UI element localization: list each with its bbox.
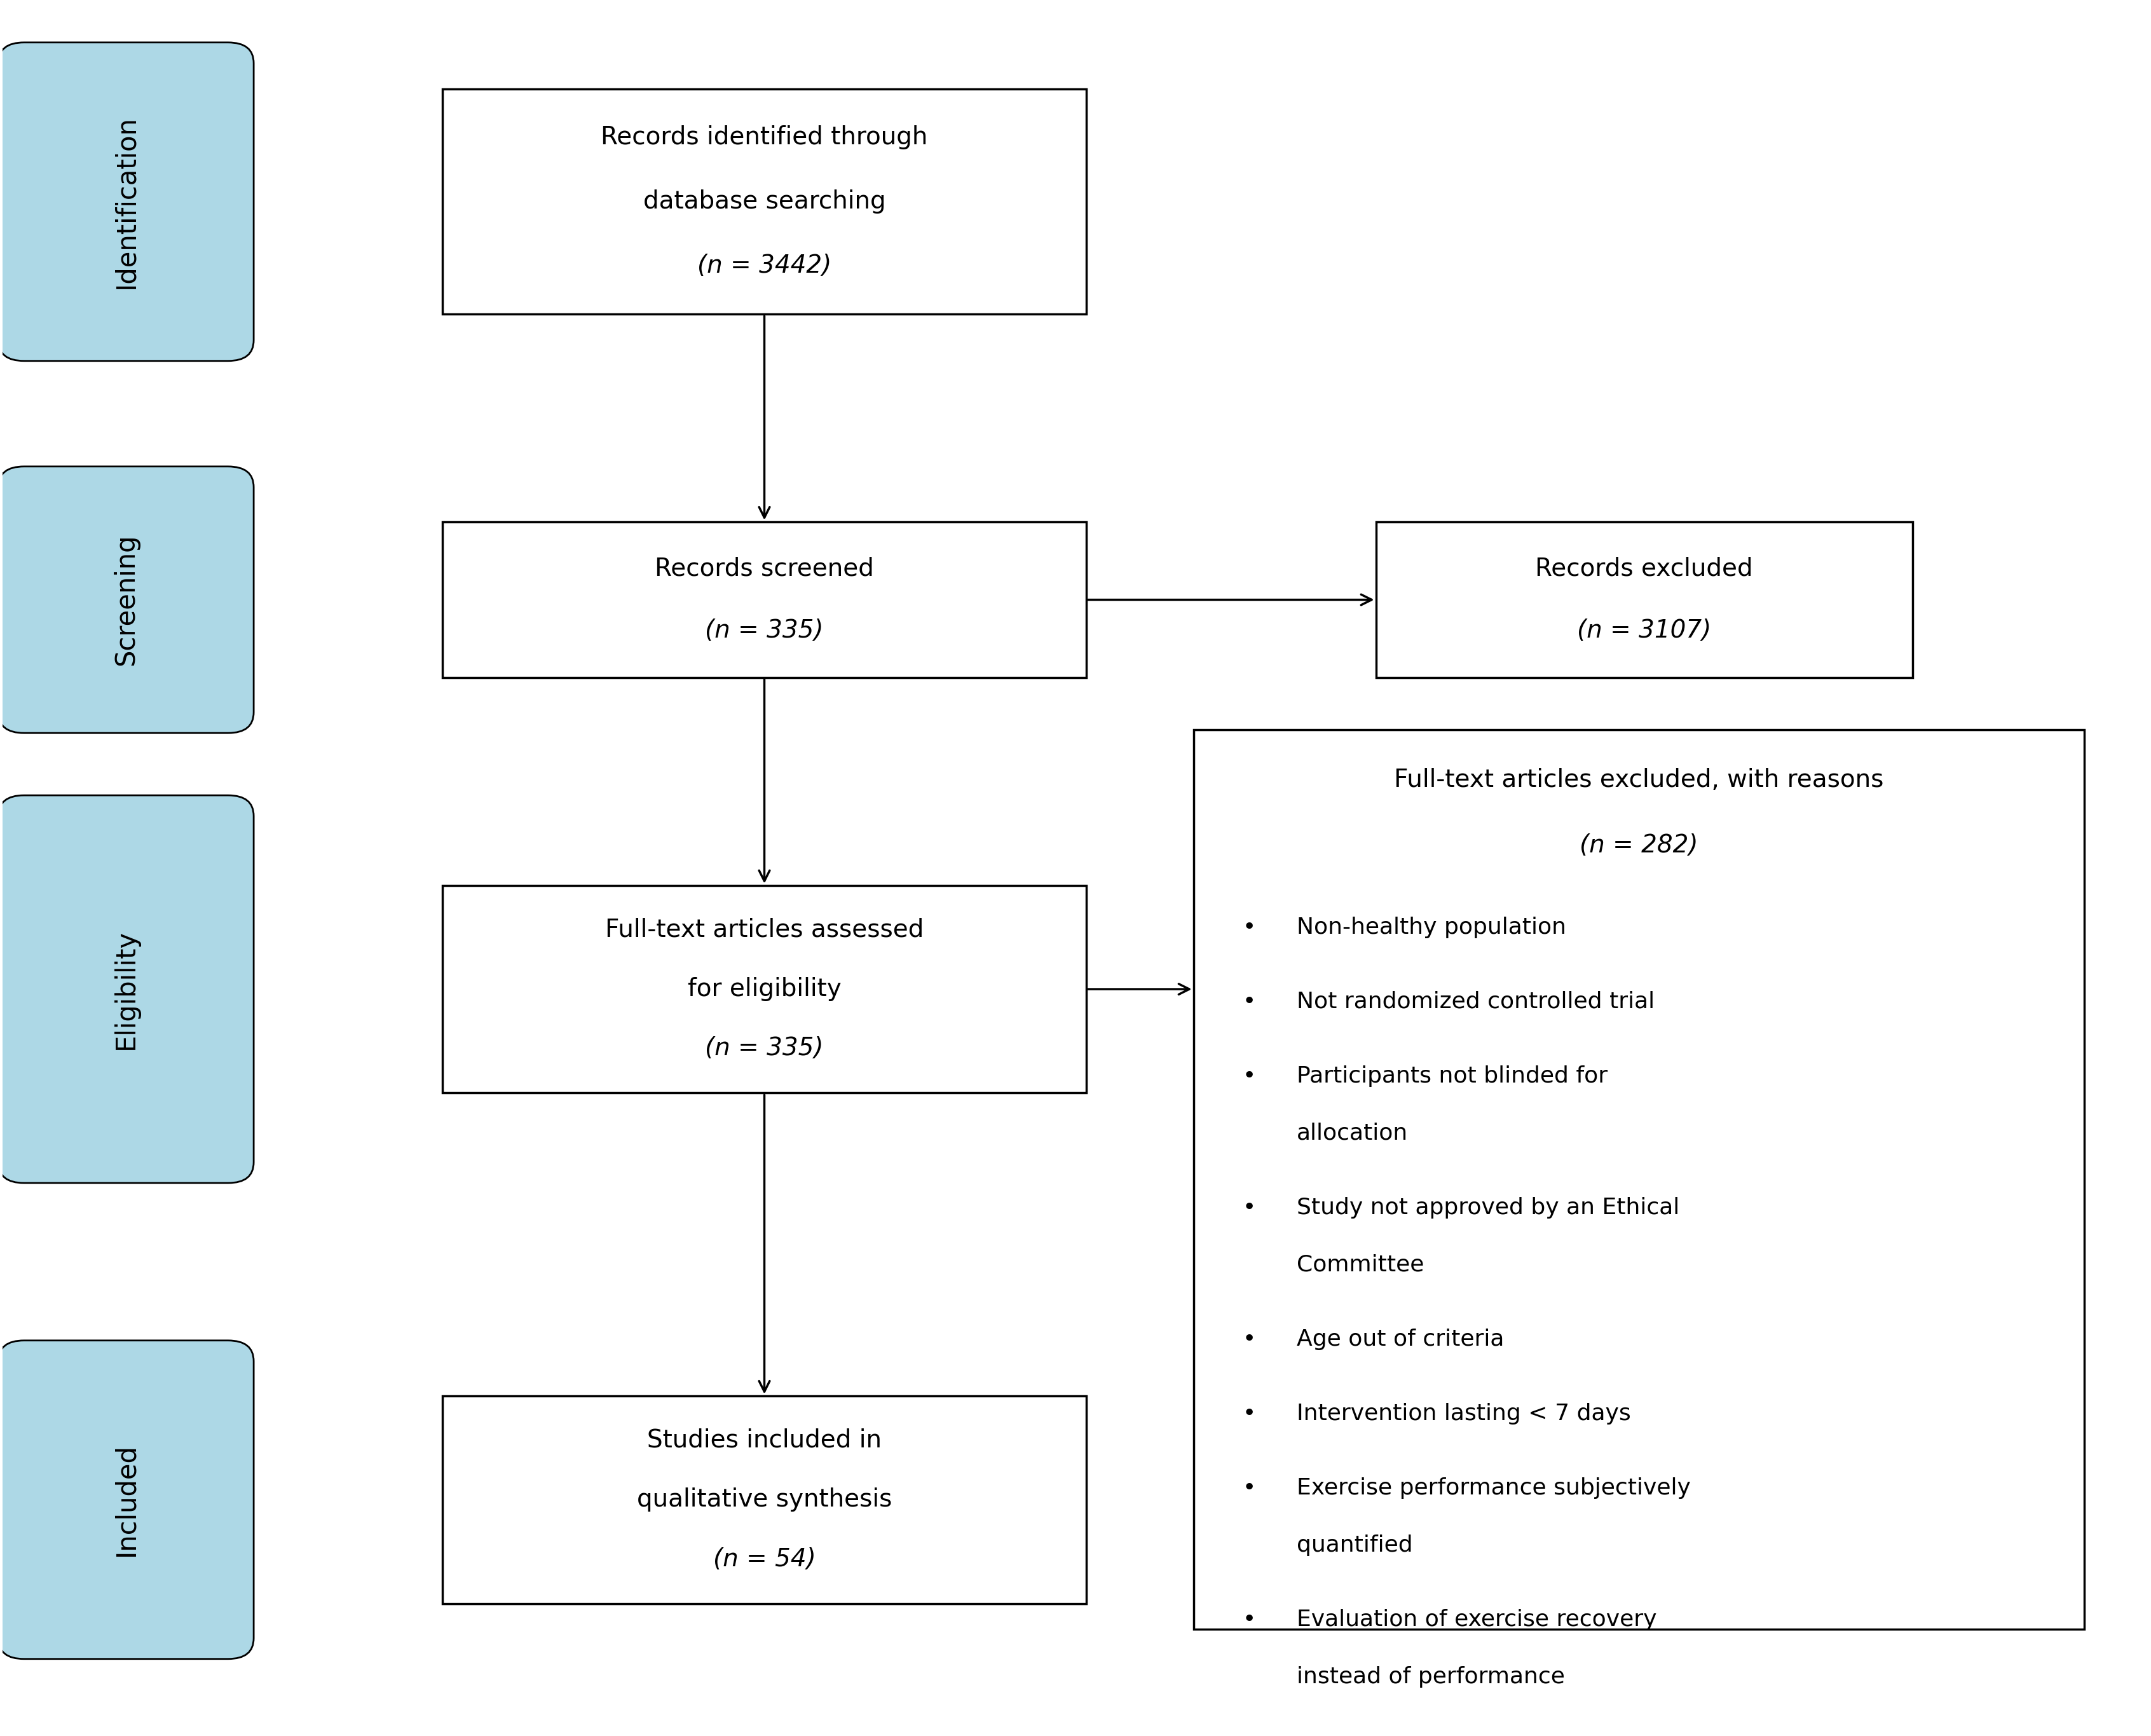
Text: (n = 3107): (n = 3107) xyxy=(1577,618,1712,642)
Text: •: • xyxy=(1243,1196,1256,1219)
Text: (n = 54): (n = 54) xyxy=(712,1547,815,1571)
Text: (n = 335): (n = 335) xyxy=(706,618,824,642)
Text: Not randomized controlled trial: Not randomized controlled trial xyxy=(1297,991,1654,1012)
Text: Intervention lasting < 7 days: Intervention lasting < 7 days xyxy=(1297,1403,1630,1425)
Text: Exercise performance subjectively: Exercise performance subjectively xyxy=(1297,1477,1691,1498)
Text: •: • xyxy=(1243,991,1256,1012)
Text: Full-text articles assessed: Full-text articles assessed xyxy=(604,918,923,943)
Text: Records identified through: Records identified through xyxy=(600,125,927,149)
Text: Non-healthy population: Non-healthy population xyxy=(1297,917,1566,937)
Bar xyxy=(443,89,1086,314)
Text: Committee: Committee xyxy=(1297,1253,1424,1276)
Text: Included: Included xyxy=(112,1443,140,1555)
Text: Age out of criteria: Age out of criteria xyxy=(1297,1328,1504,1351)
Text: •: • xyxy=(1243,1477,1256,1498)
Text: Records excluded: Records excluded xyxy=(1536,557,1753,580)
Text: •: • xyxy=(1243,1328,1256,1351)
Text: (n = 3442): (n = 3442) xyxy=(697,253,832,278)
Text: Records screened: Records screened xyxy=(654,557,873,580)
Text: •: • xyxy=(1243,1609,1256,1630)
Text: •: • xyxy=(1243,917,1256,937)
Bar xyxy=(443,1396,1086,1604)
Text: Participants not blinded for: Participants not blinded for xyxy=(1297,1066,1607,1087)
Text: Studies included in: Studies included in xyxy=(647,1429,882,1453)
Text: Screening: Screening xyxy=(112,533,140,665)
Text: qualitative synthesis: qualitative synthesis xyxy=(637,1488,893,1512)
Text: Evaluation of exercise recovery: Evaluation of exercise recovery xyxy=(1297,1609,1656,1630)
Text: allocation: allocation xyxy=(1297,1123,1409,1144)
Text: for eligibility: for eligibility xyxy=(688,977,841,1002)
Text: •: • xyxy=(1243,1403,1256,1425)
FancyBboxPatch shape xyxy=(0,42,254,361)
FancyBboxPatch shape xyxy=(0,1340,254,1660)
Bar xyxy=(443,523,1086,677)
Text: Study not approved by an Ethical: Study not approved by an Ethical xyxy=(1297,1196,1680,1219)
Text: Eligibility: Eligibility xyxy=(112,929,140,1049)
FancyBboxPatch shape xyxy=(0,795,254,1182)
Text: instead of performance: instead of performance xyxy=(1297,1667,1564,1687)
Text: Full-text articles excluded, with reasons: Full-text articles excluded, with reason… xyxy=(1394,767,1884,792)
Bar xyxy=(1194,729,2084,1630)
Text: Identification: Identification xyxy=(112,115,140,288)
Text: •: • xyxy=(1243,1066,1256,1087)
Bar xyxy=(443,885,1086,1094)
Text: (n = 335): (n = 335) xyxy=(706,1036,824,1061)
Text: (n = 282): (n = 282) xyxy=(1579,833,1697,858)
Text: database searching: database searching xyxy=(643,189,886,214)
Text: quantified: quantified xyxy=(1297,1535,1413,1555)
FancyBboxPatch shape xyxy=(0,467,254,733)
Bar xyxy=(1377,523,1912,677)
